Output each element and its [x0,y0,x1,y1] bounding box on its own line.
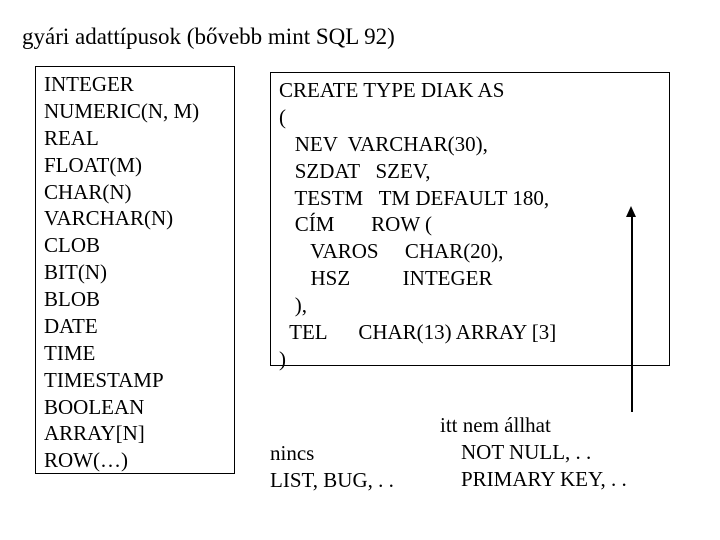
datatypes-box: INTEGER NUMERIC(N, M) REAL FLOAT(M) CHAR… [35,66,235,474]
arrow-shaft [631,216,633,412]
arrow-head-icon [626,206,636,217]
note-itt-nem-allhat: itt nem állhat NOT NULL, . . PRIMARY KEY… [440,412,627,493]
create-type-box: CREATE TYPE DIAK AS ( NEV VARCHAR(30), S… [270,72,670,366]
note-nincs: nincs LIST, BUG, . . [270,440,394,494]
page-title: gyári adattípusok (bővebb mint SQL 92) [22,24,395,50]
